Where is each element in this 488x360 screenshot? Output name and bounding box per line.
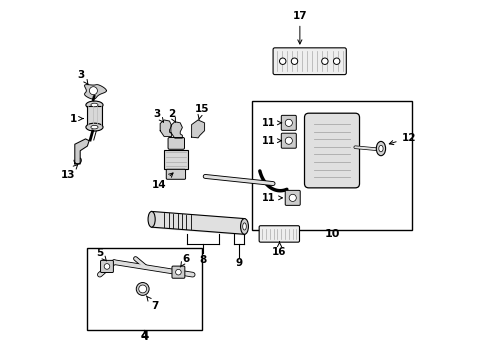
Text: 7: 7 bbox=[146, 296, 158, 311]
FancyBboxPatch shape bbox=[259, 226, 299, 242]
Polygon shape bbox=[84, 85, 106, 99]
Text: 13: 13 bbox=[61, 165, 78, 180]
Ellipse shape bbox=[136, 283, 149, 296]
Text: 10: 10 bbox=[324, 229, 339, 239]
Circle shape bbox=[279, 58, 285, 64]
Circle shape bbox=[285, 119, 292, 126]
Polygon shape bbox=[171, 122, 182, 138]
Text: 5: 5 bbox=[96, 248, 106, 261]
Ellipse shape bbox=[240, 219, 248, 234]
Bar bbox=[163, 150, 188, 169]
Polygon shape bbox=[75, 139, 89, 164]
Circle shape bbox=[139, 285, 146, 293]
Text: 17: 17 bbox=[292, 11, 306, 44]
Text: 11: 11 bbox=[262, 136, 281, 146]
Text: 2: 2 bbox=[167, 109, 175, 122]
Circle shape bbox=[285, 137, 292, 144]
Text: 4: 4 bbox=[140, 330, 148, 343]
Circle shape bbox=[333, 58, 339, 64]
Text: 4: 4 bbox=[140, 332, 148, 342]
Ellipse shape bbox=[91, 125, 98, 129]
Circle shape bbox=[291, 58, 297, 64]
Text: 11: 11 bbox=[262, 193, 282, 203]
Bar bbox=[87, 248, 201, 330]
FancyBboxPatch shape bbox=[281, 115, 296, 130]
Ellipse shape bbox=[86, 123, 103, 131]
Circle shape bbox=[321, 58, 327, 64]
Text: 15: 15 bbox=[194, 104, 208, 119]
FancyBboxPatch shape bbox=[166, 169, 185, 179]
Text: 8: 8 bbox=[200, 255, 206, 265]
Ellipse shape bbox=[378, 145, 382, 152]
Text: 12: 12 bbox=[388, 133, 415, 145]
FancyBboxPatch shape bbox=[101, 260, 113, 273]
Text: 3: 3 bbox=[77, 69, 88, 85]
FancyBboxPatch shape bbox=[281, 133, 296, 148]
Text: 11: 11 bbox=[262, 118, 281, 128]
Ellipse shape bbox=[91, 103, 98, 107]
Ellipse shape bbox=[148, 211, 155, 227]
FancyBboxPatch shape bbox=[272, 48, 346, 75]
Circle shape bbox=[288, 194, 296, 202]
FancyBboxPatch shape bbox=[285, 190, 300, 205]
FancyBboxPatch shape bbox=[172, 266, 184, 278]
Text: 9: 9 bbox=[235, 258, 243, 268]
Text: 6: 6 bbox=[180, 254, 189, 267]
Bar bbox=[86, 106, 102, 126]
Text: 3: 3 bbox=[153, 109, 163, 122]
Ellipse shape bbox=[242, 223, 246, 230]
Text: 1: 1 bbox=[70, 113, 83, 123]
Circle shape bbox=[175, 269, 181, 275]
Polygon shape bbox=[160, 120, 171, 136]
Text: 16: 16 bbox=[272, 242, 286, 257]
Ellipse shape bbox=[86, 101, 103, 109]
Circle shape bbox=[89, 87, 97, 95]
FancyBboxPatch shape bbox=[304, 113, 359, 188]
Polygon shape bbox=[191, 120, 204, 138]
FancyBboxPatch shape bbox=[168, 138, 184, 149]
Text: 14: 14 bbox=[152, 173, 173, 190]
Bar bbox=[251, 102, 411, 230]
Circle shape bbox=[104, 264, 109, 269]
Ellipse shape bbox=[376, 141, 385, 156]
